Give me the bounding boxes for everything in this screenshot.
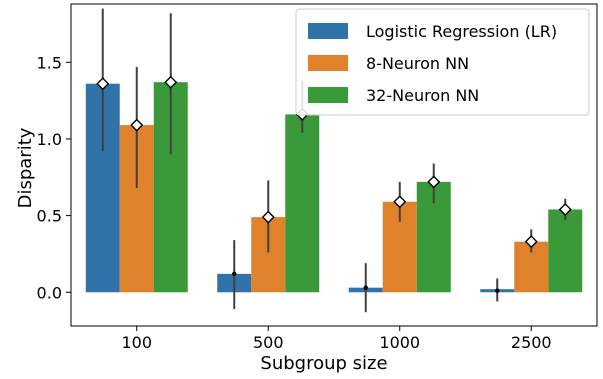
x-axis: 100 500 1000 2500 [121,326,552,352]
bar-3-500 [285,114,320,293]
bar-3-2500 [548,209,583,293]
x-tick-label: 100 [121,333,152,352]
mean-marker-3-2500 [558,202,572,216]
bars-layer [85,82,583,293]
x-tick-label: 1000 [379,333,420,352]
legend-box [295,8,590,116]
mean-marker-1-500 [232,271,237,277]
x-tick-label: 2500 [511,333,552,352]
error-bars-layer [96,8,572,313]
y-tick-label: 1.0 [37,130,62,149]
mean-marker-2-100 [130,118,144,132]
mean-marker-1-100 [96,77,110,91]
mean-marker-3-1000 [427,175,441,189]
legend-label-1: Logistic Regression (LR) [366,22,557,41]
legend-swatch-1 [308,23,348,39]
legend-swatch-3 [308,87,348,103]
mean-marker-1-2500 [495,288,500,293]
y-tick-label: 0.5 [37,207,62,226]
x-tick-label: 500 [253,333,284,352]
mean-marker-2-1000 [393,195,407,209]
mean-marker-2-2500 [524,235,538,249]
x-axis-title: Subgroup size [260,353,387,374]
mean-marker-2-500 [261,210,275,224]
y-axis: 0.0 0.5 1.0 1.5 [37,53,71,302]
mean-marker-3-100 [164,75,178,89]
mean-marker-1-1000 [363,285,368,290]
legend-label-2: 8-Neuron NN [366,54,469,73]
plot-frame [70,3,598,327]
y-tick-label: 0.0 [37,283,62,302]
legend-swatch-2 [308,55,348,71]
y-tick-label: 1.5 [37,53,62,72]
y-axis-title: Disparity [15,127,36,208]
legend-label-3: 32-Neuron NN [366,86,479,105]
legend: Logistic Regression (LR) 8-Neuron NN 32-Ne… [295,8,590,116]
